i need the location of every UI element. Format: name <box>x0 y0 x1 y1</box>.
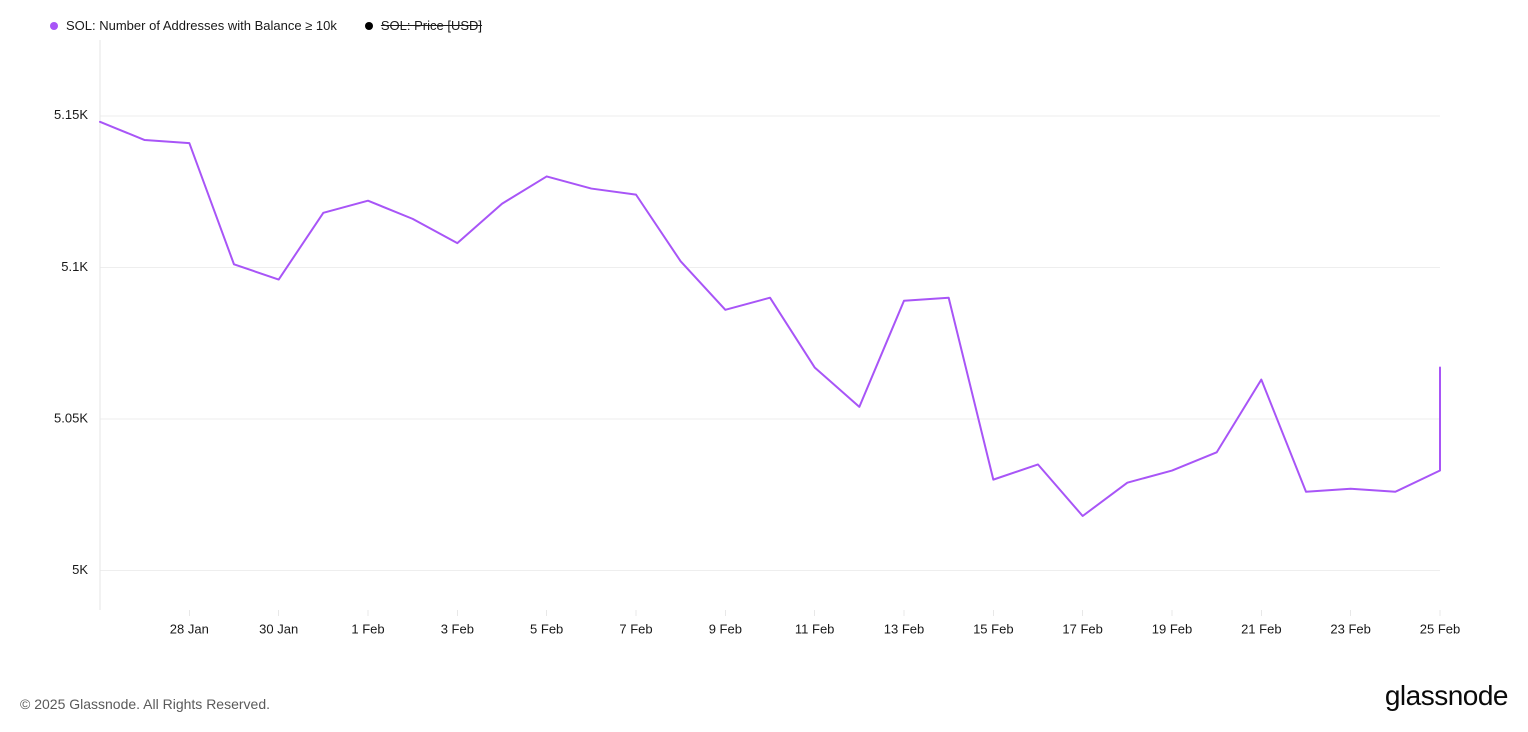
legend-marker-icon <box>50 22 58 30</box>
svg-text:23 Feb: 23 Feb <box>1330 622 1370 637</box>
svg-text:28 Jan: 28 Jan <box>170 622 209 637</box>
svg-text:11 Feb: 11 Feb <box>795 622 835 637</box>
svg-text:5 Feb: 5 Feb <box>530 622 563 637</box>
svg-text:13 Feb: 13 Feb <box>884 622 924 637</box>
svg-text:19 Feb: 19 Feb <box>1152 622 1192 637</box>
svg-text:25 Feb: 25 Feb <box>1420 622 1460 637</box>
svg-text:9 Feb: 9 Feb <box>709 622 742 637</box>
line-chart-svg: 5K 5.05K 5.1K 5.15K 28 Jan 30 Jan 1 Feb 3 Feb 5 … <box>20 40 1460 660</box>
copyright-text: © 2025 Glassnode. All Rights Reserved. <box>20 696 270 712</box>
svg-text:7 Feb: 7 Feb <box>619 622 652 637</box>
brand-logo: glassnode <box>1385 680 1508 712</box>
svg-text:15 Feb: 15 Feb <box>973 622 1013 637</box>
legend-label: SOL: Price [USD] <box>381 18 482 33</box>
svg-text:21 Feb: 21 Feb <box>1241 622 1281 637</box>
svg-text:30 Jan: 30 Jan <box>259 622 298 637</box>
footer: © 2025 Glassnode. All Rights Reserved. g… <box>20 680 1508 712</box>
svg-text:5.05K: 5.05K <box>54 410 88 425</box>
svg-text:3 Feb: 3 Feb <box>441 622 474 637</box>
chart-plot-area: 5K 5.05K 5.1K 5.15K 28 Jan 30 Jan 1 Feb 3 Feb 5 … <box>20 40 1460 660</box>
legend-label: SOL: Number of Addresses with Balance ≥ … <box>66 18 337 33</box>
legend-series-addresses[interactable]: SOL: Number of Addresses with Balance ≥ … <box>50 18 337 33</box>
svg-text:1 Feb: 1 Feb <box>351 622 384 637</box>
svg-text:17 Feb: 17 Feb <box>1062 622 1102 637</box>
chart-frame: SOL: Number of Addresses with Balance ≥ … <box>0 0 1528 732</box>
legend-marker-icon <box>365 22 373 30</box>
svg-text:5K: 5K <box>72 562 88 577</box>
legend-series-price[interactable]: SOL: Price [USD] <box>365 18 482 33</box>
svg-text:5.1K: 5.1K <box>61 259 88 274</box>
svg-text:5.15K: 5.15K <box>54 107 88 122</box>
chart-legend: SOL: Number of Addresses with Balance ≥ … <box>50 18 482 33</box>
